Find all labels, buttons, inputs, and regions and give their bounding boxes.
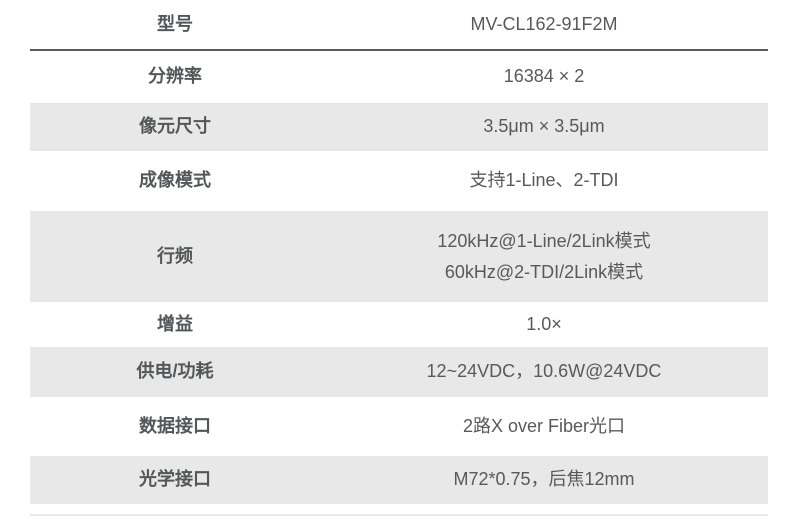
spec-value-line-rate: 120kHz@1-Line/2Link模式 60kHz@2-TDI/2Link模… xyxy=(320,226,768,288)
camera-spec-table: 型号 MV-CL162-91F2M 分辨率 16384 × 2 像元尺寸 3.5… xyxy=(30,0,768,504)
spec-label-imaging-mode: 成像模式 xyxy=(139,170,211,191)
spec-row-resolution: 分辨率 16384 × 2 xyxy=(30,51,768,103)
spec-label-model: 型号 xyxy=(157,13,193,34)
spec-label-lens-mount: 光学接口 xyxy=(139,469,211,490)
spec-value-gain: 1.0× xyxy=(526,313,562,334)
spec-row-line-rate: 行频 120kHz@1-Line/2Link模式 60kHz@2-TDI/2Li… xyxy=(30,211,768,302)
spec-value-resolution: 16384 × 2 xyxy=(503,66,585,87)
line-rate-line-1: 120kHz@1-Line/2Link模式 xyxy=(437,230,651,251)
spec-row-gain: 增益 1.0× xyxy=(30,302,768,347)
spec-row-imaging-mode: 成像模式 支持1-Line、2-TDI xyxy=(30,151,768,211)
spec-label-resolution: 分辨率 xyxy=(148,66,202,87)
spec-row-pixel-size: 像元尺寸 3.5μm × 3.5μm xyxy=(30,103,768,151)
spec-value-imaging-mode: 支持1-Line、2-TDI xyxy=(469,170,619,191)
spec-label-power: 供电/功耗 xyxy=(136,361,214,382)
spec-row-power: 供电/功耗 12~24VDC，10.6W@24VDC xyxy=(30,347,768,397)
spec-label-gain: 增益 xyxy=(157,313,193,334)
spec-row-lens-mount: 光学接口 M72*0.75，后焦12mm xyxy=(30,456,768,504)
spec-value-lens-mount: M72*0.75，后焦12mm xyxy=(453,469,635,490)
spec-value-power: 12~24VDC，10.6W@24VDC xyxy=(426,361,662,382)
line-rate-line-2: 60kHz@2-TDI/2Link模式 xyxy=(444,261,644,282)
spec-value-model: MV-CL162-91F2M xyxy=(470,13,618,34)
spec-label-pixel-size: 像元尺寸 xyxy=(139,116,211,137)
spec-label-line-rate: 行频 xyxy=(157,245,193,266)
spec-value-pixel-size: 3.5μm × 3.5μm xyxy=(483,116,605,137)
spec-value-data-interface: 2路X over Fiber光口 xyxy=(462,415,626,436)
table-bottom-border xyxy=(30,514,768,516)
spec-row-data-interface: 数据接口 2路X over Fiber光口 xyxy=(30,397,768,456)
header-divider xyxy=(30,49,768,51)
spec-label-data-interface: 数据接口 xyxy=(139,415,211,436)
spec-row-model: 型号 MV-CL162-91F2M xyxy=(30,0,768,49)
